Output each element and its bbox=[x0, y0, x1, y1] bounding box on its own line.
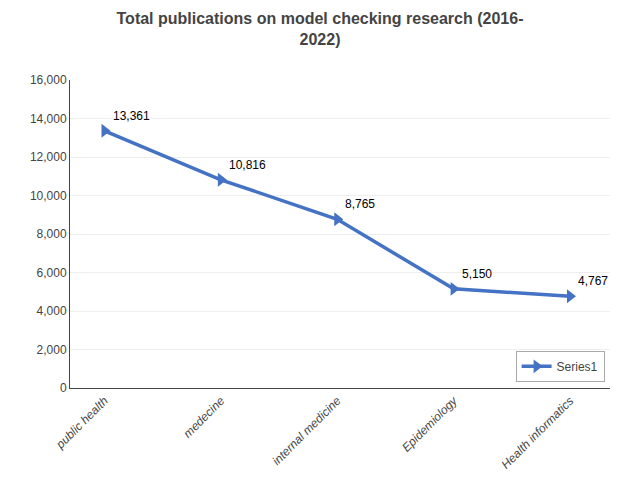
svg-text:Epidemiology: Epidemiology bbox=[399, 393, 461, 455]
svg-text:2,000: 2,000 bbox=[37, 343, 67, 357]
svg-text:public health: public health bbox=[53, 394, 111, 452]
svg-text:8,765: 8,765 bbox=[345, 197, 375, 211]
svg-text:10,816: 10,816 bbox=[229, 158, 266, 172]
svg-text:14,000: 14,000 bbox=[30, 112, 67, 126]
svg-text:Total publications on model ch: Total publications on model checking res… bbox=[117, 10, 524, 48]
svg-text:internal medicine: internal medicine bbox=[270, 394, 344, 468]
svg-text:8,000: 8,000 bbox=[37, 227, 67, 241]
svg-text:4,767: 4,767 bbox=[578, 274, 608, 288]
svg-text:Health informatics: Health informatics bbox=[499, 394, 577, 472]
svg-text:medecine: medecine bbox=[181, 394, 228, 441]
svg-text:10,000: 10,000 bbox=[30, 189, 67, 203]
svg-text:4,000: 4,000 bbox=[37, 304, 67, 318]
svg-text:6,000: 6,000 bbox=[37, 266, 67, 280]
svg-text:Series1: Series1 bbox=[557, 360, 598, 374]
svg-text:13,361: 13,361 bbox=[113, 109, 150, 123]
svg-text:0: 0 bbox=[60, 381, 67, 395]
svg-text:16,000: 16,000 bbox=[30, 73, 67, 87]
svg-text:5,150: 5,150 bbox=[462, 267, 492, 281]
svg-text:12,000: 12,000 bbox=[30, 150, 67, 164]
